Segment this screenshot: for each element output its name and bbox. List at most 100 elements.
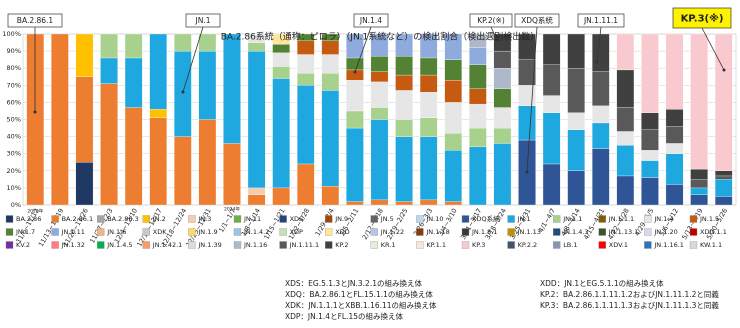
year-label: 2024年 bbox=[224, 206, 240, 213]
legend-swatch bbox=[598, 241, 606, 249]
bar-segment bbox=[469, 127, 487, 148]
bar-segment bbox=[518, 105, 536, 141]
bar-segment bbox=[469, 103, 487, 129]
x-tick-label: 12/4~12/10 bbox=[113, 207, 139, 245]
bar-segment bbox=[542, 33, 561, 65]
bar-segment bbox=[641, 33, 659, 113]
legend-swatch bbox=[233, 241, 242, 249]
callout-arrow bbox=[354, 26, 372, 73]
legend-label: JN.1.4.5 bbox=[106, 241, 132, 249]
bar-segment bbox=[124, 57, 143, 108]
bar-segment bbox=[296, 40, 315, 55]
legend-swatch bbox=[233, 228, 242, 236]
bar-segment bbox=[542, 95, 561, 113]
bar-segment bbox=[272, 187, 290, 206]
bar-segment bbox=[395, 56, 413, 76]
legend-swatch bbox=[5, 228, 14, 236]
legend-label: JN.1.1.1 bbox=[608, 215, 634, 223]
y-tick-label: 60% bbox=[7, 98, 21, 106]
bar-segment bbox=[370, 199, 389, 206]
bar-segment bbox=[567, 112, 585, 130]
bar-segment bbox=[321, 73, 340, 91]
bar-segment bbox=[690, 168, 708, 180]
bar-segment bbox=[444, 201, 463, 206]
legend-swatch bbox=[461, 215, 470, 223]
legend-label: JN.1.6 bbox=[106, 228, 126, 236]
bar-segment bbox=[370, 81, 389, 108]
bar-segment bbox=[690, 194, 708, 206]
legend-swatch bbox=[188, 241, 196, 249]
legend-label: JN.1.8.1 bbox=[471, 228, 497, 236]
bar-segment bbox=[592, 105, 610, 124]
year-label: 2023年 bbox=[27, 208, 43, 215]
legend-swatch bbox=[142, 228, 150, 236]
bar-segment bbox=[419, 91, 438, 118]
bar-segment bbox=[616, 33, 635, 71]
bar-segment bbox=[395, 33, 413, 57]
bar-segment bbox=[690, 179, 708, 189]
legend-swatch bbox=[598, 228, 606, 236]
bar-segment bbox=[592, 71, 610, 106]
bar-segment bbox=[714, 179, 733, 197]
legend-swatch bbox=[416, 241, 424, 249]
callout-arrow bbox=[182, 26, 204, 93]
callout-arrow-head bbox=[353, 70, 357, 74]
bar-segment bbox=[75, 33, 94, 77]
bar-segment bbox=[419, 199, 438, 206]
bar-segment bbox=[321, 33, 340, 41]
bar-segment bbox=[469, 64, 487, 89]
legend-swatch bbox=[461, 228, 470, 236]
bar-segment bbox=[272, 78, 290, 189]
y-tick-label: 20% bbox=[7, 167, 21, 175]
bar-segment bbox=[149, 117, 167, 206]
legend-swatch bbox=[279, 228, 287, 236]
y-tick-label: 40% bbox=[7, 133, 21, 141]
callout-arrow-head bbox=[33, 110, 37, 114]
legend-label: KP.2.2 bbox=[518, 241, 538, 249]
callout-box bbox=[469, 13, 513, 28]
callout-arrow-head bbox=[722, 68, 726, 72]
bar-segment bbox=[616, 107, 635, 132]
bar-segment bbox=[247, 33, 266, 43]
y-tick-label: 100% bbox=[2, 30, 21, 38]
bar-segment bbox=[493, 107, 512, 129]
bar-segment bbox=[198, 33, 217, 52]
legend-label: JN.3 bbox=[197, 215, 211, 223]
legend-swatch bbox=[142, 241, 150, 249]
bar-segment bbox=[419, 117, 438, 137]
legend-swatch bbox=[370, 215, 378, 223]
bar-segment bbox=[714, 170, 733, 177]
bar-segment bbox=[616, 175, 635, 206]
legend-swatch bbox=[279, 215, 287, 223]
bar-segment bbox=[419, 136, 438, 201]
legend-swatch bbox=[325, 241, 333, 249]
legend-swatch bbox=[51, 228, 59, 236]
legend-swatch bbox=[507, 215, 515, 223]
bar-segment bbox=[419, 74, 438, 93]
footnote: XDP：JN.1.4とFL.15の組み換え体 bbox=[285, 311, 403, 321]
bar-segment bbox=[174, 50, 192, 137]
callout-box bbox=[185, 13, 221, 28]
y-tick-label: 70% bbox=[7, 81, 21, 89]
legend-swatch bbox=[97, 215, 105, 223]
legend-swatch bbox=[51, 241, 59, 249]
bar-segment bbox=[592, 148, 610, 206]
legend-label: XDP bbox=[290, 228, 303, 236]
legend-label: JN.5 bbox=[380, 215, 394, 223]
bar-segment bbox=[223, 143, 241, 206]
bar-segment bbox=[346, 80, 364, 112]
footnote: KP.3：BA.2.86.1.1.11.1.3およびJN.1.11.1.3と同義 bbox=[540, 300, 719, 310]
legend-swatch bbox=[461, 241, 470, 249]
bar-segment bbox=[149, 109, 167, 118]
bar-segment bbox=[493, 143, 512, 206]
legend-label: XDV.1 bbox=[609, 241, 628, 249]
bar-segment bbox=[174, 33, 192, 52]
legend-swatch bbox=[142, 215, 150, 223]
legend-label: JN.1.18 bbox=[425, 228, 449, 236]
bar-segment bbox=[321, 54, 340, 74]
bar-segment bbox=[567, 68, 585, 113]
bar-segment bbox=[567, 129, 585, 171]
legend-label: JN.1.22 bbox=[380, 228, 404, 236]
legend-swatch bbox=[188, 215, 196, 223]
